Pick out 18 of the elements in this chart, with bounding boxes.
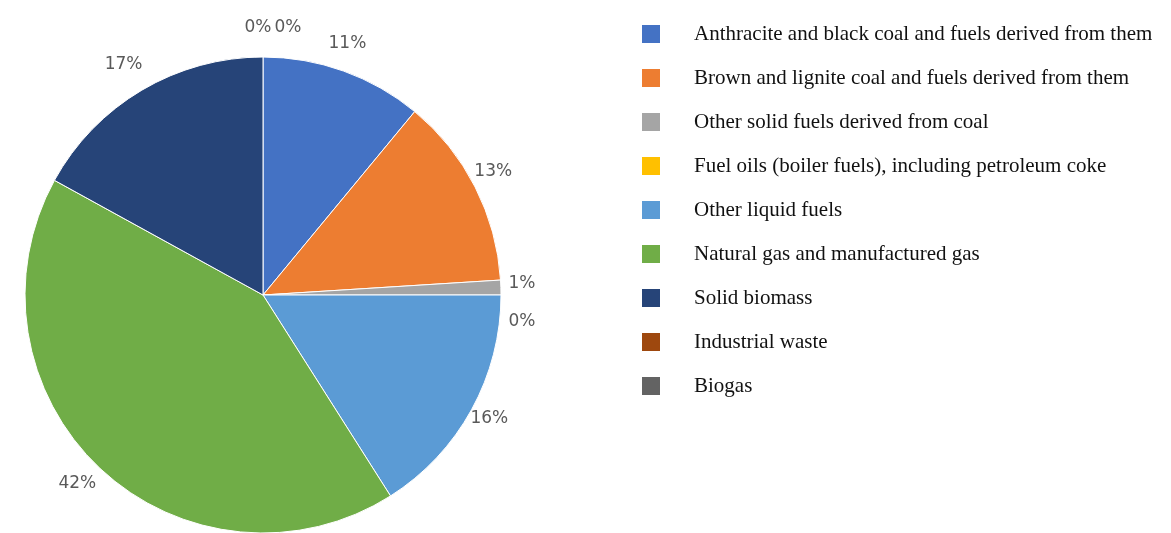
data-label: 42% bbox=[58, 472, 97, 493]
data-label: 17% bbox=[104, 52, 143, 73]
text: 0% bbox=[508, 310, 536, 330]
data-label: 16% bbox=[470, 407, 509, 428]
legend-label: Brown and lignite coal and fuels derived from them bbox=[694, 64, 1130, 91]
legend-label: Industrial waste bbox=[694, 328, 828, 355]
text: 0% bbox=[244, 16, 272, 36]
legend-label: Fuel oils (boiler fuels), including petroleum coke bbox=[694, 152, 1107, 179]
text: 0% bbox=[274, 16, 302, 36]
legend-label: Other liquid fuels bbox=[694, 196, 843, 223]
legend-label: Anthracite and black coal and fuels derived from them bbox=[694, 20, 1153, 47]
legend-label: Biogas bbox=[694, 372, 753, 399]
legend-label: Other solid fuels derived from coal bbox=[694, 108, 989, 135]
data-label: 11% bbox=[328, 31, 367, 52]
legend-label: Solid biomass bbox=[694, 284, 813, 311]
data-label: 1% bbox=[508, 271, 536, 292]
data-label: 13% bbox=[474, 160, 513, 181]
legend-label: Natural gas and manufactured gas bbox=[694, 240, 980, 267]
